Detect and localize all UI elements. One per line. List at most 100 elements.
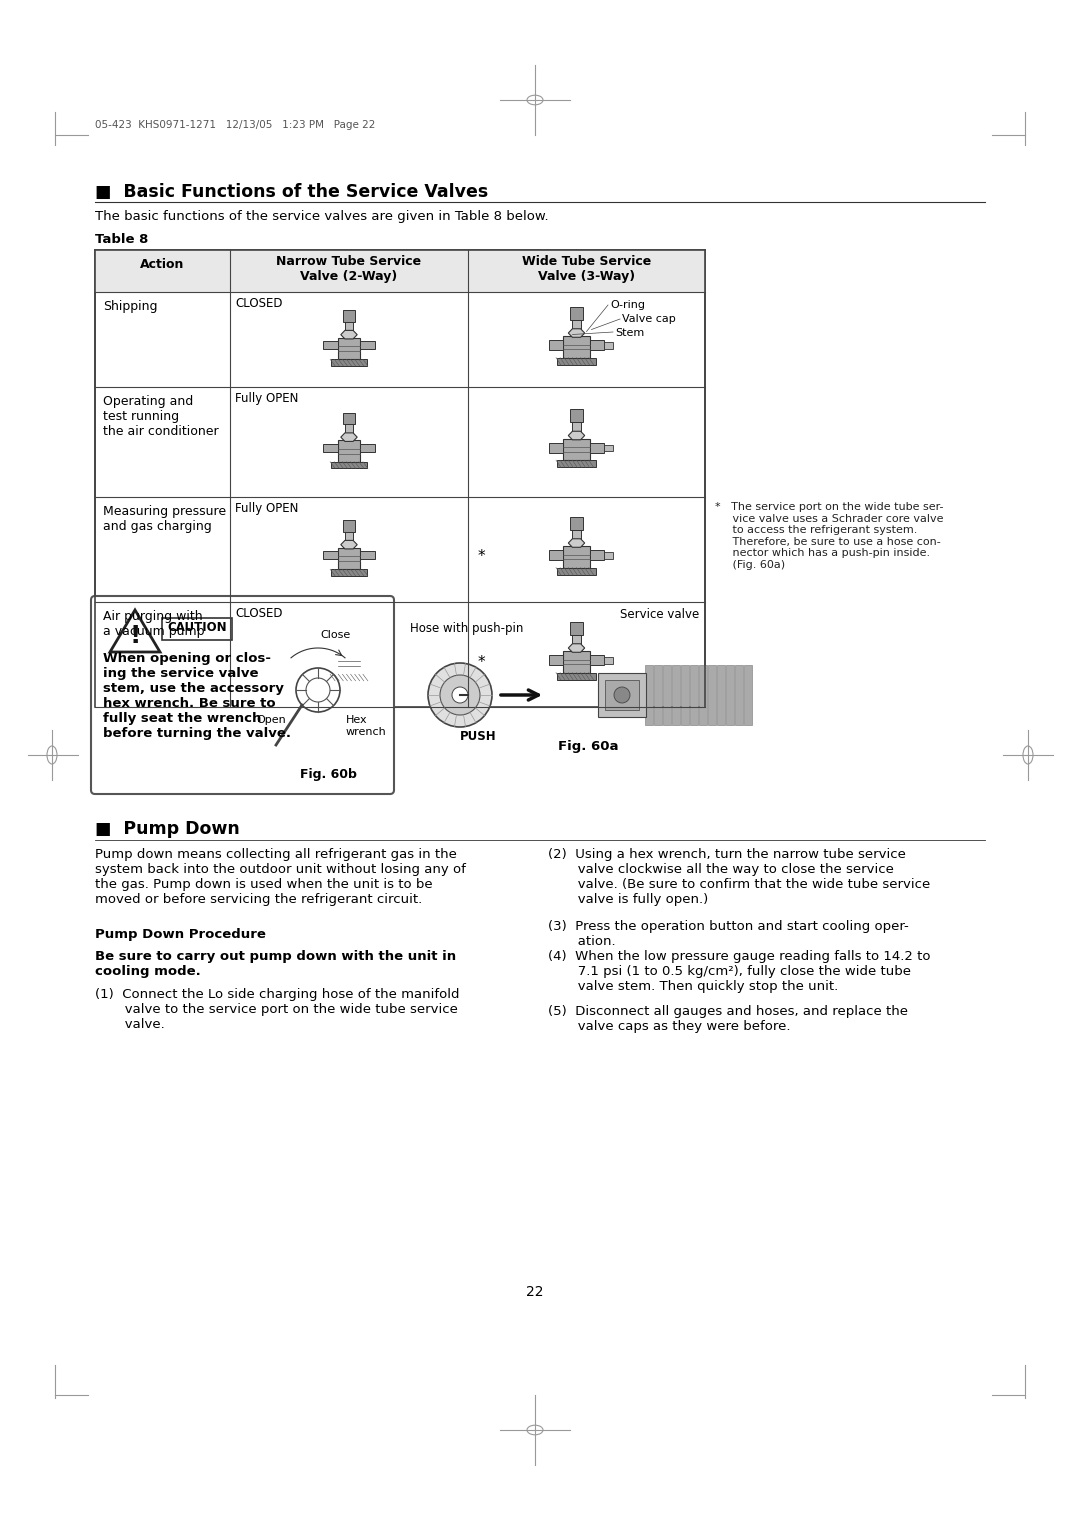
Bar	[564, 439, 590, 460]
Bar	[590, 443, 605, 452]
Circle shape	[615, 688, 630, 703]
Bar	[361, 341, 375, 350]
Bar	[564, 547, 590, 567]
Text: Narrow Tube Service
Valve (2-Way): Narrow Tube Service Valve (2-Way)	[276, 255, 421, 283]
Text: Fig. 60b: Fig. 60b	[300, 769, 356, 781]
Bar	[572, 636, 581, 651]
Bar	[343, 413, 354, 425]
Bar	[338, 440, 361, 461]
Bar	[338, 549, 361, 570]
Text: Close: Close	[320, 630, 350, 640]
Text: Action: Action	[140, 258, 185, 270]
Polygon shape	[568, 539, 584, 547]
Bar	[717, 665, 725, 724]
Bar	[162, 617, 232, 640]
Bar	[590, 341, 605, 350]
Text: 05-423  KHS0971-1271   12/13/05   1:23 PM   Page 22: 05-423 KHS0971-1271 12/13/05 1:23 PM Pag…	[95, 121, 376, 130]
Text: O-ring: O-ring	[610, 299, 645, 310]
Bar	[361, 656, 375, 665]
Bar	[605, 552, 612, 559]
Bar	[330, 359, 367, 365]
Bar	[330, 570, 367, 576]
Text: PUSH: PUSH	[460, 730, 497, 743]
Circle shape	[428, 663, 492, 727]
Bar	[323, 341, 338, 350]
Bar	[549, 341, 564, 350]
Text: *   The service port on the wide tube ser-
     vice valve uses a Schrader core : * The service port on the wide tube ser-…	[715, 503, 944, 570]
Text: Measuring pressure
and gas charging: Measuring pressure and gas charging	[103, 504, 226, 533]
Bar	[338, 652, 361, 674]
Bar	[96, 251, 704, 706]
Text: (4)  When the low pressure gauge reading falls to 14.2 to
       7.1 psi (1 to 0: (4) When the low pressure gauge reading …	[548, 950, 931, 993]
Text: ■  Basic Functions of the Service Valves: ■ Basic Functions of the Service Valves	[95, 183, 488, 202]
Bar	[557, 672, 596, 680]
Bar	[572, 530, 581, 547]
Bar	[323, 552, 338, 559]
Bar	[345, 425, 353, 440]
Bar	[572, 319, 581, 336]
Bar	[570, 307, 583, 319]
Bar	[468, 251, 705, 292]
Text: CLOSED: CLOSED	[235, 296, 283, 310]
Bar	[605, 445, 612, 451]
Polygon shape	[568, 329, 584, 338]
Bar	[744, 665, 752, 724]
Bar	[570, 516, 583, 530]
Bar	[549, 550, 564, 561]
Bar	[681, 665, 689, 724]
Bar	[708, 665, 716, 724]
Polygon shape	[341, 330, 357, 339]
Text: Fully OPEN: Fully OPEN	[235, 503, 298, 515]
Polygon shape	[568, 643, 584, 652]
Polygon shape	[341, 432, 357, 442]
Text: Open: Open	[256, 715, 286, 724]
Bar	[361, 443, 375, 452]
Text: CAUTION: CAUTION	[167, 620, 227, 634]
Bar	[95, 251, 705, 707]
Polygon shape	[341, 541, 357, 549]
Bar	[605, 657, 612, 663]
Bar	[323, 443, 338, 452]
Text: When opening or clos-
ing the service valve
stem, use the accessory
hex wrench. : When opening or clos- ing the service va…	[103, 652, 291, 740]
Text: Air purging with
a vacuum pump: Air purging with a vacuum pump	[103, 610, 204, 639]
Bar	[590, 550, 605, 561]
Text: Service valve: Service valve	[620, 608, 699, 620]
Text: (2)  Using a hex wrench, turn the narrow tube service
       valve clockwise all: (2) Using a hex wrench, turn the narrow …	[548, 848, 930, 906]
Text: *: *	[478, 550, 486, 564]
Text: Fully OPEN: Fully OPEN	[235, 393, 298, 405]
Text: Fig. 60a: Fig. 60a	[558, 740, 619, 753]
Bar	[95, 251, 230, 292]
Circle shape	[440, 675, 480, 715]
Bar	[564, 336, 590, 358]
Text: Table 8: Table 8	[95, 232, 148, 246]
Bar	[345, 637, 353, 652]
Bar	[605, 680, 639, 711]
Text: (5)  Disconnect all gauges and hoses, and replace the
       valve caps as they : (5) Disconnect all gauges and hoses, and…	[548, 1005, 908, 1033]
Bar	[672, 665, 680, 724]
Text: Shipping: Shipping	[103, 299, 158, 313]
Polygon shape	[568, 431, 584, 440]
Text: Hose with push-pin: Hose with push-pin	[410, 622, 524, 636]
Bar	[549, 656, 564, 665]
Text: Wide Tube Service
Valve (3-Way): Wide Tube Service Valve (3-Way)	[522, 255, 651, 283]
FancyBboxPatch shape	[91, 596, 394, 795]
Circle shape	[453, 688, 468, 703]
Bar	[557, 460, 596, 468]
Bar	[343, 520, 354, 532]
Bar	[605, 342, 612, 348]
Bar	[343, 625, 354, 637]
Bar	[572, 422, 581, 439]
Bar	[654, 665, 662, 724]
Bar	[230, 251, 468, 292]
Text: !: !	[130, 623, 140, 648]
Bar	[343, 310, 354, 321]
Bar	[663, 665, 671, 724]
Text: Pump down means collecting all refrigerant gas in the
system back into the outdo: Pump down means collecting all refrigera…	[95, 848, 465, 906]
Bar	[590, 656, 605, 665]
Text: (1)  Connect the Lo side charging hose of the manifold
       valve to the servi: (1) Connect the Lo side charging hose of…	[95, 989, 459, 1031]
Bar	[598, 672, 646, 717]
Text: The basic functions of the service valves are given in Table 8 below.: The basic functions of the service valve…	[95, 209, 549, 223]
Text: Be sure to carry out pump down with the unit in
cooling mode.: Be sure to carry out pump down with the …	[95, 950, 456, 978]
Text: 22: 22	[526, 1285, 543, 1299]
Bar	[557, 567, 596, 575]
